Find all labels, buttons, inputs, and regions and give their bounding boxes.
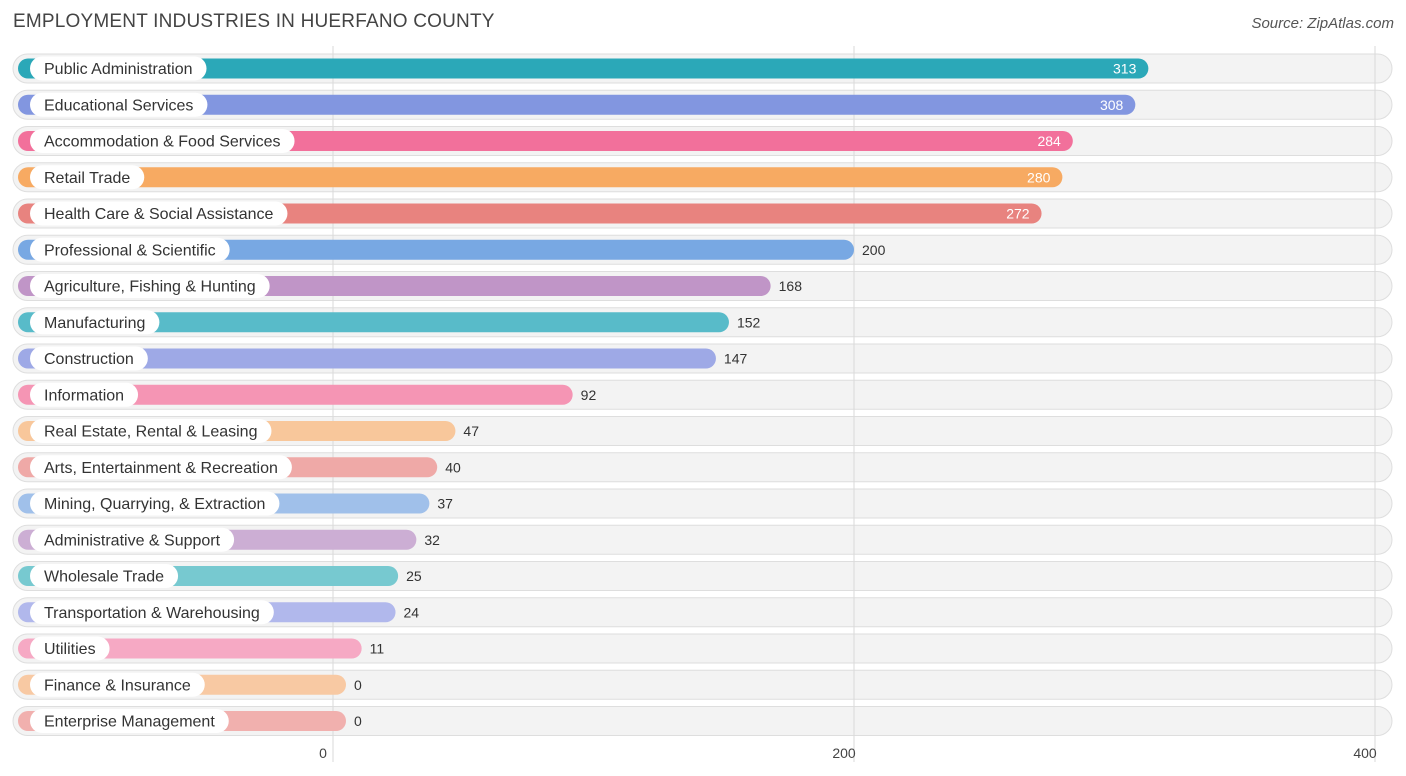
category-label: Utilities [44,641,96,658]
value-label: 200 [862,242,886,258]
category-label: Transportation & Warehousing [44,605,260,622]
bar-group: Mining, Quarrying, & Extraction 37 [18,491,453,516]
category-label-pill [30,564,179,588]
category-label: Professional & Scientific [44,242,216,259]
bar-group: Accommodation & Food Services 284 [18,129,1073,153]
bar-group: Manufacturing 152 [18,310,761,335]
category-label-pill [30,165,145,190]
bar-group: Public Administration 313 [18,56,1149,81]
bar-group: Transportation & Warehousing 24 [18,600,420,625]
bar [18,348,716,369]
value-label: 37 [437,496,453,512]
value-label: 24 [404,604,420,620]
category-label: Wholesale Trade [44,569,164,586]
value-label: 272 [1006,206,1030,222]
value-label: 25 [406,568,422,584]
bar-group: Construction 147 [18,346,748,371]
bar-group: Information 92 [18,382,597,407]
category-label-pill [30,382,139,407]
category-label-pill [30,672,205,697]
value-label: 152 [737,314,761,330]
bar-group: Finance & Insurance 0 [18,672,362,697]
category-label-pill [30,419,272,443]
category-label-pill [30,129,295,153]
bar [18,384,573,405]
bar [18,312,729,333]
category-label: Real Estate, Rental & Leasing [44,424,257,441]
value-label: 47 [463,423,479,439]
bar-group: Educational Services 308 [18,92,1136,117]
value-label: 280 [1027,169,1051,185]
category-label-pill [30,201,288,226]
category-label-pill [30,56,207,81]
category-label: Accommodation & Food Services [44,134,281,151]
category-label: Construction [44,351,134,368]
bar-group: Agriculture, Fishing & Hunting 168 [18,274,802,298]
value-label: 168 [779,278,803,294]
value-label: 313 [1113,61,1137,77]
category-label: Retail Trade [44,170,130,187]
category-label: Public Administration [44,61,193,78]
value-label: 32 [424,532,440,548]
row-background [12,669,1393,700]
value-label: 308 [1100,97,1124,113]
x-axis-ticks: 0 200 400 [319,745,1377,761]
x-tick-label: 0 [319,745,327,761]
value-label: 284 [1037,133,1061,149]
category-label: Arts, Entertainment & Recreation [44,460,278,477]
x-tick-label: 200 [832,745,856,761]
bar [18,167,1063,188]
bar-group: Professional & Scientific 200 [18,237,886,262]
bar-group: Arts, Entertainment & Recreation 40 [18,455,461,480]
value-label: 92 [581,387,597,403]
bar-group: Enterprise Management 0 [18,709,362,733]
category-label: Enterprise Management [44,714,215,731]
value-label: 40 [445,459,461,475]
bar-group: Retail Trade 280 [18,165,1063,190]
category-label-pill [30,709,229,733]
bar [18,58,1149,79]
bar-group: Real Estate, Rental & Leasing 47 [18,419,479,443]
bar-group: Utilities 11 [18,636,385,661]
category-label: Health Care & Social Assistance [44,206,274,223]
category-label-pill [30,92,208,117]
category-label: Agriculture, Fishing & Hunting [44,279,256,296]
value-label: 147 [724,351,748,367]
category-label: Administrative & Support [44,532,221,549]
category-label-pill [30,274,270,298]
value-label: 0 [354,713,362,729]
bar-group: Administrative & Support 32 [18,527,440,552]
category-label: Educational Services [44,97,193,114]
bar-group: Wholesale Trade 25 [18,564,422,588]
category-label-pill [30,527,235,552]
category-label-pill [30,346,148,371]
category-label-pill [30,310,160,335]
bar [18,94,1136,115]
x-tick-label: 400 [1353,745,1377,761]
category-label-pill [30,237,230,262]
category-label-pill [30,455,292,480]
category-label: Mining, Quarrying, & Extraction [44,496,265,513]
chart-title: EMPLOYMENT INDUSTRIES IN HUERFANO COUNTY [13,11,495,32]
source-credit: Source: ZipAtlas.com [1251,15,1394,32]
value-label: 0 [354,677,362,693]
bar-group: Health Care & Social Assistance 272 [18,201,1042,226]
category-label-pill [30,600,274,625]
category-label: Manufacturing [44,315,145,332]
category-label-pill [30,636,110,661]
bars: Public Administration 313 Educational Serv… [18,56,1149,733]
category-label: Finance & Insurance [44,677,191,694]
category-label-pill [30,491,280,516]
category-label: Information [44,387,124,404]
value-label: 11 [370,641,385,657]
row-background [12,706,1393,736]
